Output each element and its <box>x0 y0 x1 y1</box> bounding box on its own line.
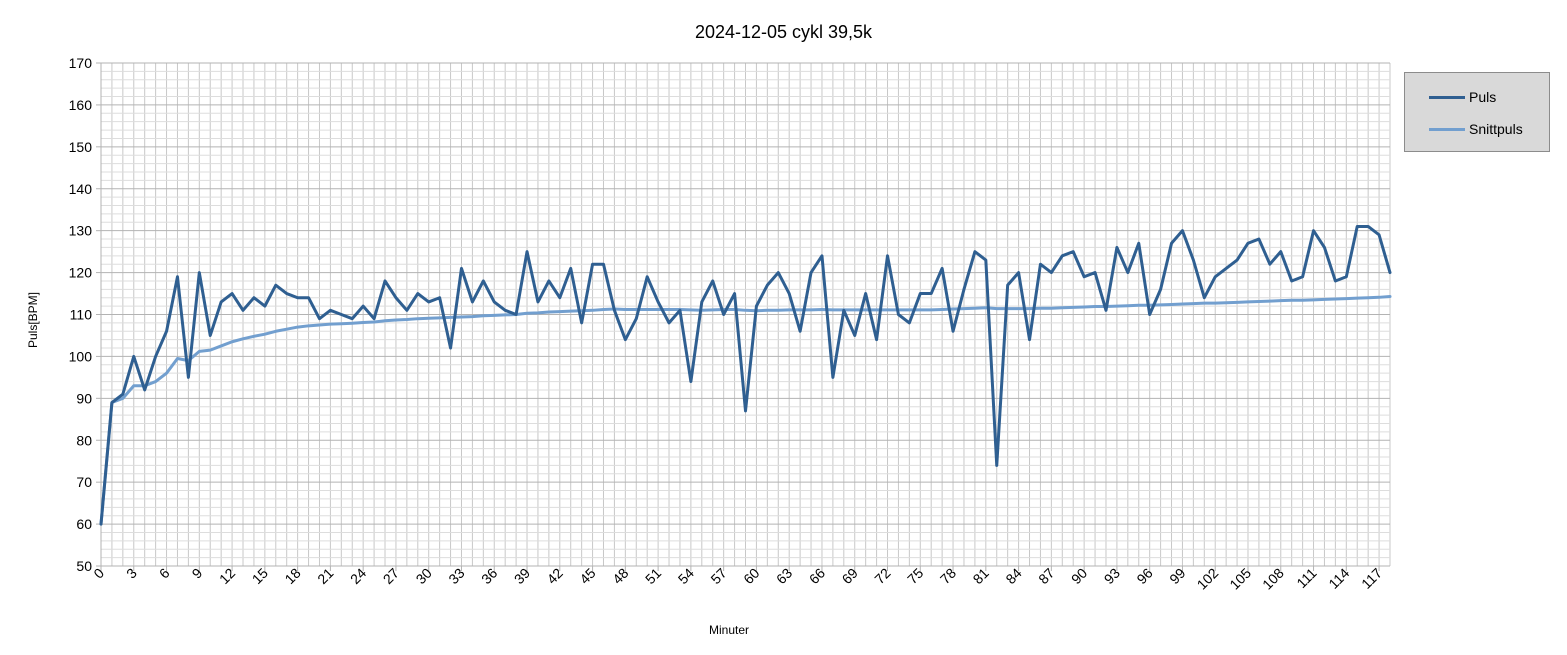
x-tick-label: 99 <box>1166 565 1188 587</box>
x-tick-label: 108 <box>1259 565 1287 593</box>
y-tick-label: 170 <box>69 55 93 71</box>
series-line-snittpuls <box>99 294 1392 526</box>
x-tick-label: 114 <box>1325 565 1352 592</box>
x-tick-label: 48 <box>609 565 631 587</box>
x-tick-label: 81 <box>970 565 992 587</box>
y-tick-label: 130 <box>69 223 93 239</box>
x-tick-label: 0 <box>90 565 107 582</box>
x-tick-label: 6 <box>156 565 173 582</box>
x-tick-label: 66 <box>806 565 828 587</box>
y-tick-label: 140 <box>69 181 93 197</box>
legend: Puls Snittpuls <box>1404 72 1550 152</box>
x-tick-label: 75 <box>904 565 926 587</box>
y-tick-label: 160 <box>69 97 93 113</box>
y-tick-label: 150 <box>69 139 93 155</box>
x-tick-label: 78 <box>937 565 959 587</box>
x-tick-label: 96 <box>1133 565 1155 587</box>
y-tick-label: 50 <box>76 558 92 574</box>
x-axis-label: Minuter <box>708 623 749 637</box>
legend-swatch-puls <box>1429 95 1465 99</box>
legend-item-snittpuls: Snittpuls <box>1429 119 1523 139</box>
x-tick-label: 84 <box>1002 565 1024 587</box>
series-line-puls <box>99 224 1392 526</box>
chart-title: 2024-12-05 cykl 39,5k <box>694 22 873 42</box>
x-tick-label: 102 <box>1194 565 1222 593</box>
x-tick-label: 15 <box>249 565 271 587</box>
x-tick-label: 42 <box>544 565 566 587</box>
x-tick-label: 24 <box>347 565 369 587</box>
legend-label-snittpuls: Snittpuls <box>1469 121 1523 137</box>
legend-item-puls: Puls <box>1429 87 1496 107</box>
y-axis-label: Puls[BPM] <box>26 291 40 349</box>
x-tick-label: 105 <box>1226 565 1254 593</box>
x-tick-label: 87 <box>1035 565 1057 587</box>
x-tick-label: 57 <box>707 565 729 587</box>
x-tick-label: 9 <box>189 565 206 582</box>
legend-swatch-snittpuls <box>1429 127 1465 131</box>
x-tick-label: 39 <box>511 565 533 587</box>
x-tick-label: 45 <box>576 565 598 587</box>
x-tick-label: 27 <box>380 565 402 587</box>
y-tick-label: 110 <box>70 307 93 323</box>
x-tick-label: 60 <box>740 565 762 587</box>
y-tick-label: 80 <box>76 432 92 448</box>
x-tick-label: 93 <box>1101 565 1123 587</box>
x-tick-label: 18 <box>281 565 303 587</box>
x-tick-label: 51 <box>642 565 664 587</box>
x-tick-label: 21 <box>314 565 336 587</box>
x-tick-label: 30 <box>413 565 435 587</box>
x-tick-label: 117 <box>1358 565 1385 592</box>
x-tick-label: 69 <box>839 565 861 587</box>
x-tick-label: 36 <box>478 565 500 587</box>
x-tick-label: 72 <box>871 565 893 587</box>
x-tick-label: 33 <box>445 565 467 587</box>
legend-label-puls: Puls <box>1469 89 1497 105</box>
x-tick-label: 3 <box>123 565 140 582</box>
x-tick-label: 90 <box>1068 565 1090 587</box>
y-tick-label: 90 <box>76 390 92 406</box>
x-tick-label: 54 <box>675 565 697 587</box>
x-tick-label: 63 <box>773 565 795 587</box>
y-tick-label: 60 <box>76 516 92 532</box>
y-tick-label: 70 <box>76 474 92 490</box>
x-tick-label: 12 <box>216 565 238 587</box>
y-tick-label: 100 <box>69 348 93 364</box>
y-tick-label: 120 <box>69 265 93 281</box>
x-tick-label: 111 <box>1293 565 1320 592</box>
